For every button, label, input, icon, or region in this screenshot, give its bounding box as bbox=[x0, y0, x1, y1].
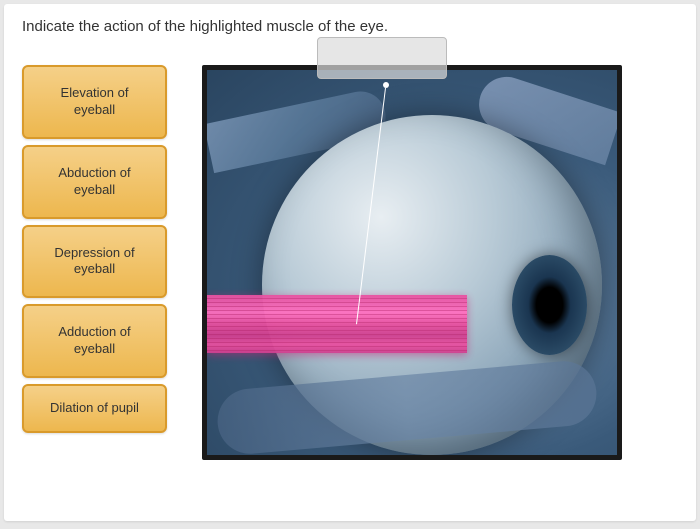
pointer-dot bbox=[383, 82, 389, 88]
highlighted-muscle bbox=[207, 295, 467, 353]
option-adduction[interactable]: Adduction ofeyeball bbox=[22, 304, 167, 378]
option-depression[interactable]: Depression ofeyeball bbox=[22, 225, 167, 299]
muscle-striations bbox=[207, 295, 467, 353]
question-card: Indicate the action of the highlighted m… bbox=[4, 4, 696, 521]
question-text: Indicate the action of the highlighted m… bbox=[22, 18, 678, 35]
options-column: Elevation ofeyeball Abduction ofeyeball … bbox=[22, 65, 167, 433]
iris-pupil bbox=[512, 255, 587, 355]
image-area bbox=[202, 65, 678, 460]
content-area: Elevation ofeyeball Abduction ofeyeball … bbox=[22, 65, 678, 460]
option-elevation[interactable]: Elevation ofeyeball bbox=[22, 65, 167, 139]
option-abduction[interactable]: Abduction ofeyeball bbox=[22, 145, 167, 219]
option-dilation[interactable]: Dilation of pupil bbox=[22, 384, 167, 433]
anatomy-image bbox=[202, 65, 622, 460]
answer-drop-target[interactable] bbox=[317, 37, 447, 79]
